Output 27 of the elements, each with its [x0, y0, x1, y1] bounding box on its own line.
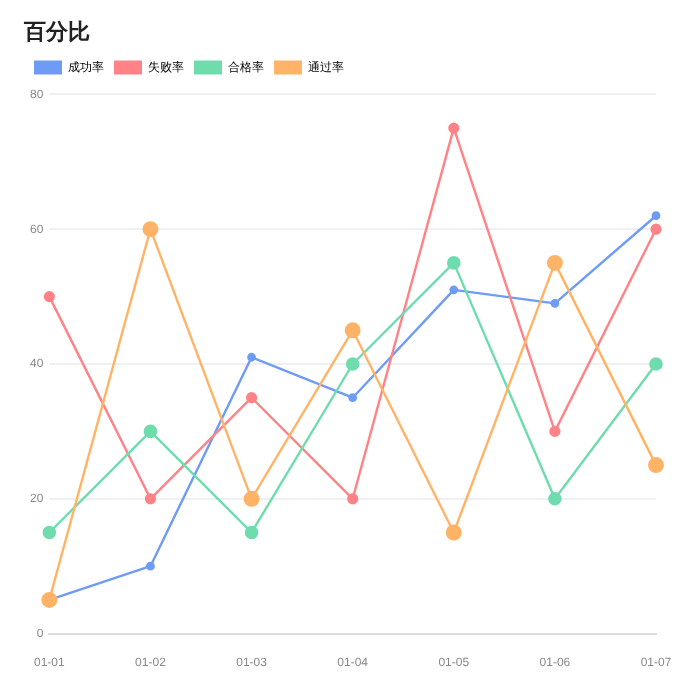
- point: [445, 524, 462, 541]
- point: [548, 492, 562, 506]
- point: [142, 221, 159, 238]
- point: [449, 285, 459, 295]
- point: [347, 493, 359, 505]
- point: [244, 525, 259, 540]
- point: [648, 457, 664, 474]
- point: [143, 424, 158, 439]
- point: [144, 493, 157, 505]
- point: [549, 425, 561, 437]
- chart-title: 百分比: [22, 18, 90, 45]
- point: [448, 122, 460, 134]
- point: [345, 357, 360, 371]
- point: [247, 352, 256, 362]
- point: [550, 298, 560, 308]
- point: [42, 525, 57, 540]
- point: [650, 223, 662, 235]
- point: [243, 490, 260, 507]
- point: [245, 392, 258, 404]
- point: [348, 393, 358, 403]
- point: [649, 357, 663, 371]
- point: [446, 256, 461, 270]
- point: [651, 211, 661, 221]
- point: [146, 561, 155, 571]
- point: [546, 254, 563, 271]
- point: [43, 291, 55, 303]
- point: [344, 322, 361, 339]
